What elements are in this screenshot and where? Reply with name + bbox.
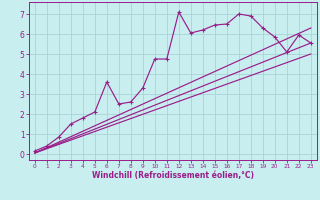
X-axis label: Windchill (Refroidissement éolien,°C): Windchill (Refroidissement éolien,°C): [92, 171, 254, 180]
